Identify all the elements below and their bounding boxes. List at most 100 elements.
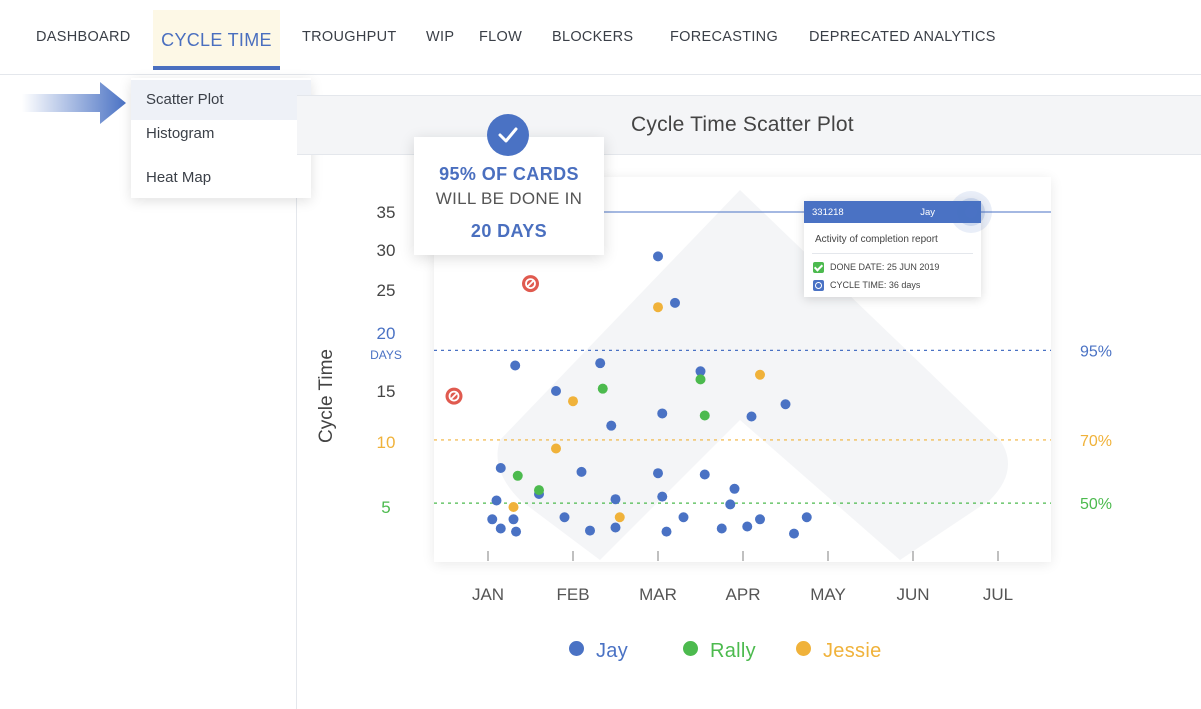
y-tick-label-20: 20 [377,324,396,343]
tooltip-description: Activity of completion report [815,234,938,245]
data-point-jessie [551,443,561,454]
x-tick-label-jul: JUL [983,585,1013,604]
legend-item-rally[interactable]: Rally [683,640,756,663]
submenu-item-scatter-plot[interactable]: Scatter Plot [131,80,311,120]
data-point-jay [576,466,587,477]
clock-icon [813,280,824,292]
tooltip-done-date: DONE DATE: 25 JUN 2019 [830,262,940,272]
blocked-icon-ring [448,390,460,402]
callout-line-1: 95% OF CARDS [439,164,579,184]
y-axis-label: Cycle Time [316,349,337,443]
legend-dot-jay [569,641,584,656]
y-tick-sublabel-20: DAYS [370,348,402,362]
tab-dashboard[interactable]: DASHBOARD [36,29,131,45]
tooltip-cycle-time-row: CYCLE TIME: 36 days [813,280,920,292]
data-point-jay [491,495,502,506]
data-point-jessie [508,502,519,512]
tab-deprecated-analytics[interactable]: DEPRECATED ANALYTICS [809,29,996,45]
tab-troughput[interactable]: TROUGHPUT [302,29,397,45]
blocked-icon [445,387,463,405]
data-point-jessie [568,396,578,407]
data-point-rally [534,485,544,496]
data-point-jay [670,297,680,308]
data-point-jay [699,469,710,480]
tooltip-user: Jay [920,207,935,218]
data-point-jay [595,358,606,369]
data-point-jay [789,528,799,539]
blocked-icon-slash [450,392,458,400]
blocked-icon-ring [525,278,536,290]
x-tick-label-mar: MAR [639,585,677,604]
data-point-rally [597,383,608,394]
tooltip-card-id: 331218 [812,207,844,218]
data-point-jay [657,408,668,419]
data-point-jessie [755,369,765,380]
legend-item-jessie[interactable]: Jessie [796,640,882,663]
legend-item-jay[interactable]: Jay [569,640,628,663]
percentile-label-70: 70% [1080,433,1112,450]
legend-dot-jessie [796,641,811,656]
tab-forecasting[interactable]: FORECASTING [670,29,779,45]
forecast-callout: 95% OF CARDS WILL BE DONE IN 20 DAYS [414,137,604,255]
percentile-label-95: 95% [1080,343,1112,360]
y-axis-ticks: 35 30 25 20 DAYS 15 10 5 [370,203,402,517]
data-point-rally [699,410,710,421]
data-point-jay [695,366,706,377]
submenu-dropdown: Scatter Plot Histogram Heat Map [131,78,311,198]
data-point-jessie [653,302,663,313]
x-tick-label-jun: JUN [896,585,929,604]
data-point-jay [725,499,736,510]
data-point-jay [606,420,617,431]
background-watermark [497,190,1008,560]
data-point-jay [678,512,689,523]
data-point-jay [510,360,521,371]
data-point-jay [661,526,672,537]
tab-cycle-time-label: CYCLE TIME [161,30,272,50]
blocked-icon [522,275,539,293]
y-tick-label-5: 5 [381,498,390,517]
point-tooltip: 331218 Jay Activity of completion report… [804,201,981,297]
callout-line-3: 20 DAYS [470,221,548,241]
data-point-rally [695,374,706,385]
x-tick-label-apr: APR [726,585,761,604]
legend-dot-rally [683,641,698,656]
tab-cycle-time[interactable]: CYCLE TIME [153,10,280,70]
y-tick-label-15: 15 [377,382,396,401]
data-point-jay [780,399,791,410]
tab-blockers[interactable]: BLOCKERS [552,29,634,45]
data-point-jay [742,521,753,532]
data-point-jay [495,523,506,534]
data-point-jay [585,525,595,536]
y-tick-label-35: 35 [377,203,396,222]
blocked-icon-slash [526,279,535,288]
data-point-jay [729,483,740,494]
submenu-item-heat-map[interactable]: Heat Map [146,169,212,186]
data-point-jessie [614,512,625,523]
submenu-item-histogram[interactable]: Histogram [146,125,215,142]
selected-point-marker[interactable] [949,191,993,235]
data-point-jay [487,514,498,525]
data-point-jay [610,494,621,505]
x-tick-label-jan: JAN [472,585,504,604]
percentile-lines: 95% 70% 50% [434,211,1112,513]
y-tick-label-25: 25 [377,281,396,300]
data-point-jay [508,514,519,525]
page-title: Cycle Time Scatter Plot [631,113,854,136]
legend-label-jessie: Jessie [823,640,882,662]
data-point-jay [511,526,522,537]
tooltip-done-date-row: DONE DATE: 25 JUN 2019 [813,262,940,274]
tab-wip[interactable]: WIP [426,29,455,45]
check-box-icon [813,262,824,274]
x-tick-label-may: MAY [810,585,846,604]
check-icon [487,114,529,156]
data-point-jay [716,523,727,534]
data-point-jay [755,514,765,525]
legend-label-jay: Jay [596,640,629,662]
tab-flow[interactable]: FLOW [479,29,523,45]
data-point-jay [559,512,570,523]
top-nav: DASHBOARD CYCLE TIME TROUGHPUT WIP FLOW … [0,0,1201,75]
data-point-jay [551,386,561,396]
data-point-jay [801,512,812,523]
callout-line-2: WILL BE DONE IN [435,189,583,208]
